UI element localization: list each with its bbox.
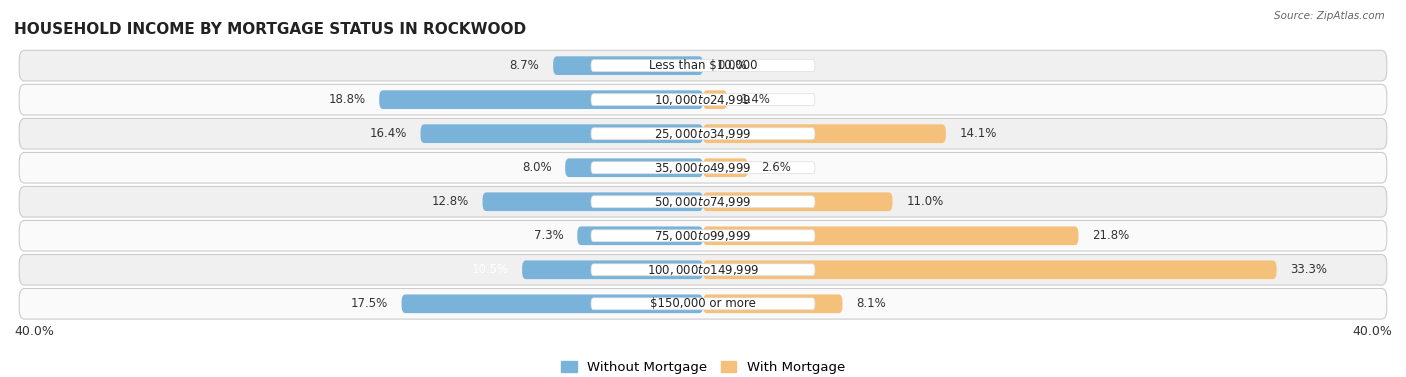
FancyBboxPatch shape [591,264,815,276]
Text: 21.8%: 21.8% [1092,229,1129,242]
Text: 16.4%: 16.4% [370,127,406,140]
Text: Less than $10,000: Less than $10,000 [648,59,758,72]
FancyBboxPatch shape [591,162,815,174]
Text: 8.0%: 8.0% [522,161,551,174]
FancyBboxPatch shape [703,227,1078,245]
Text: 8.1%: 8.1% [856,297,886,310]
FancyBboxPatch shape [522,261,703,279]
FancyBboxPatch shape [20,254,1386,285]
Text: 12.8%: 12.8% [432,195,468,208]
Text: $75,000 to $99,999: $75,000 to $99,999 [654,229,752,243]
FancyBboxPatch shape [20,84,1386,115]
Text: $150,000 or more: $150,000 or more [650,297,756,310]
FancyBboxPatch shape [703,294,842,313]
Text: 7.3%: 7.3% [534,229,564,242]
FancyBboxPatch shape [20,221,1386,251]
FancyBboxPatch shape [591,128,815,139]
Text: $25,000 to $34,999: $25,000 to $34,999 [654,127,752,141]
FancyBboxPatch shape [565,158,703,177]
FancyBboxPatch shape [591,298,815,310]
Text: 8.7%: 8.7% [509,59,540,72]
FancyBboxPatch shape [703,192,893,211]
Text: 18.8%: 18.8% [328,93,366,106]
Text: $100,000 to $149,999: $100,000 to $149,999 [647,263,759,277]
FancyBboxPatch shape [703,158,748,177]
Text: 14.1%: 14.1% [960,127,997,140]
FancyBboxPatch shape [380,90,703,109]
FancyBboxPatch shape [553,56,703,75]
FancyBboxPatch shape [703,261,1277,279]
Text: 2.6%: 2.6% [762,161,792,174]
Text: $50,000 to $74,999: $50,000 to $74,999 [654,195,752,209]
Text: 1.4%: 1.4% [741,93,770,106]
Text: $10,000 to $24,999: $10,000 to $24,999 [654,93,752,107]
Text: 17.5%: 17.5% [350,297,388,310]
Text: HOUSEHOLD INCOME BY MORTGAGE STATUS IN ROCKWOOD: HOUSEHOLD INCOME BY MORTGAGE STATUS IN R… [14,22,526,37]
Text: 40.0%: 40.0% [1353,325,1392,338]
FancyBboxPatch shape [20,118,1386,149]
FancyBboxPatch shape [420,124,703,143]
FancyBboxPatch shape [591,60,815,72]
Text: 10.5%: 10.5% [471,263,509,276]
Text: $35,000 to $49,999: $35,000 to $49,999 [654,161,752,175]
FancyBboxPatch shape [703,124,946,143]
FancyBboxPatch shape [482,192,703,211]
FancyBboxPatch shape [591,196,815,208]
FancyBboxPatch shape [591,230,815,242]
Text: 11.0%: 11.0% [907,195,943,208]
Text: 40.0%: 40.0% [14,325,53,338]
Text: 0.0%: 0.0% [717,59,747,72]
FancyBboxPatch shape [402,294,703,313]
Text: Source: ZipAtlas.com: Source: ZipAtlas.com [1274,11,1385,21]
FancyBboxPatch shape [591,94,815,106]
FancyBboxPatch shape [578,227,703,245]
FancyBboxPatch shape [20,51,1386,81]
FancyBboxPatch shape [20,288,1386,319]
FancyBboxPatch shape [20,152,1386,183]
FancyBboxPatch shape [20,187,1386,217]
Legend: Without Mortgage, With Mortgage: Without Mortgage, With Mortgage [555,356,851,377]
Text: 33.3%: 33.3% [1291,263,1327,276]
FancyBboxPatch shape [703,90,727,109]
